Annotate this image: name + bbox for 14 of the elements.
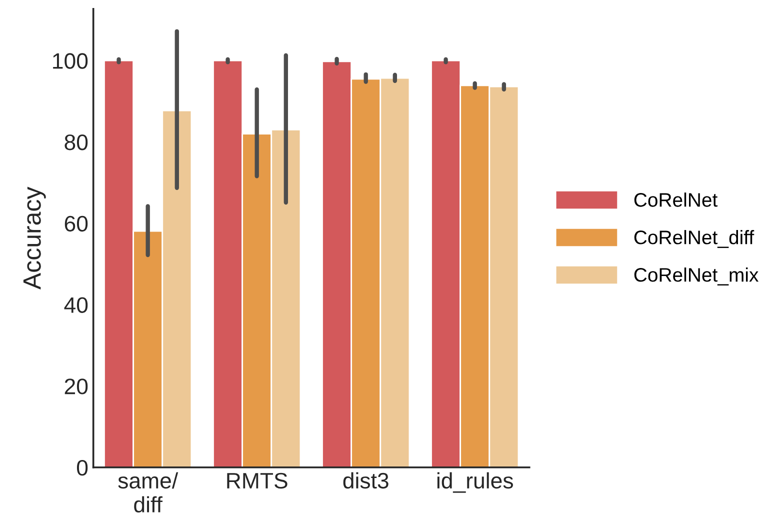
y-tick-label: 60 — [64, 216, 88, 232]
x-tick-label: same/ diff — [118, 472, 178, 513]
x-tick-label: RMTS — [227, 472, 288, 489]
legend-label: CoRelNet_diff — [634, 230, 754, 248]
y-axis-title: Accuracy — [23, 186, 46, 290]
y-tick-label: 20 — [64, 378, 88, 394]
y-tick-label: 0 — [76, 460, 88, 476]
x-tick-label: dist3 — [343, 472, 388, 489]
y-tick-label: 40 — [64, 297, 88, 313]
y-tick-label: 100 — [53, 53, 88, 69]
y-tick-label: 80 — [64, 134, 88, 150]
legend-label: CoRelNet_mix — [634, 268, 759, 286]
x-tick-label: id_rules — [437, 472, 513, 493]
legend-label: CoRelNet — [634, 192, 718, 207]
